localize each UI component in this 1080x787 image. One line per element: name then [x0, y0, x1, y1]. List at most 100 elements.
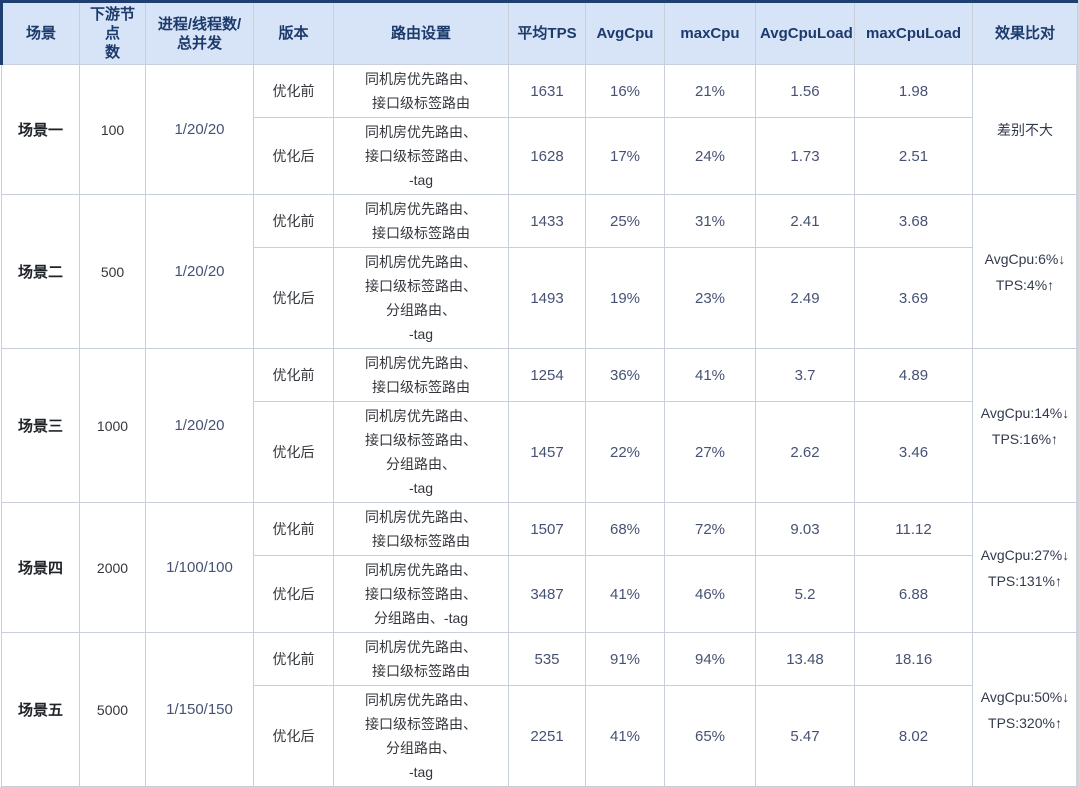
- row-scenario2-pre: 场景二 500 1/20/20 优化前 同机房优先路由、 接口级标签路由 143…: [1, 194, 1078, 349]
- version-cell: 优化后: [253, 555, 334, 633]
- header-maxcpuload: maxCpuLoad: [854, 0, 973, 65]
- effect-cell: 差别不大: [972, 64, 1078, 195]
- effect-cell: AvgCpu:27%↓ TPS:131%↑: [972, 502, 1078, 633]
- tps-cell: 1507: [508, 502, 586, 556]
- scenario-cell: 场景三: [1, 348, 80, 503]
- avgcpuload-cell: 1.56: [755, 64, 855, 118]
- table-header: 场景 下游节点 数 进程/线程数/ 总并发 版本 路由设置 平均TPS AvgC…: [0, 0, 1078, 65]
- avgcpu-cell: 41%: [585, 685, 665, 787]
- maxcpu-cell: 46%: [664, 555, 756, 633]
- header-effect: 效果比对: [972, 0, 1078, 65]
- maxcpu-cell: 65%: [664, 685, 756, 787]
- avgcpuload-cell: 3.7: [755, 348, 855, 402]
- effect-cell: AvgCpu:14%↓ TPS:16%↑: [972, 348, 1078, 503]
- version-cell: 优化前: [253, 64, 334, 118]
- avgcpuload-cell: 1.73: [755, 117, 855, 195]
- row-scenario3-post: 优化后 同机房优先路由、 接口级标签路由、 分组路由、 -tag 1457 22…: [2, 401, 1078, 503]
- header-row: 场景 下游节点 数 进程/线程数/ 总并发 版本 路由设置 平均TPS AvgC…: [0, 0, 1078, 65]
- avgcpu-cell: 41%: [585, 555, 665, 633]
- header-tps: 平均TPS: [508, 0, 586, 65]
- header-version: 版本: [253, 0, 334, 65]
- maxcpuload-cell: 18.16: [854, 632, 973, 686]
- header-avgcpu: AvgCpu: [585, 0, 665, 65]
- maxcpu-cell: 27%: [664, 401, 756, 503]
- header-scenario: 场景: [0, 0, 80, 65]
- avgcpu-cell: 22%: [585, 401, 665, 503]
- avgcpu-cell: 17%: [585, 117, 665, 195]
- version-cell: 优化后: [253, 401, 334, 503]
- version-cell: 优化前: [253, 194, 334, 248]
- scenario-cell: 场景二: [1, 194, 80, 349]
- effect-cell: AvgCpu:50%↓ TPS:320%↑: [972, 632, 1078, 787]
- maxcpu-cell: 94%: [664, 632, 756, 686]
- nodes-cell: 100: [79, 64, 146, 195]
- concurrency-cell: 1/100/100: [145, 502, 254, 633]
- header-routing: 路由设置: [333, 0, 509, 65]
- concurrency-cell: 1/20/20: [145, 348, 254, 503]
- maxcpuload-cell: 8.02: [854, 685, 973, 787]
- row-scenario3-pre: 场景三 1000 1/20/20 优化前 同机房优先路由、 接口级标签路由 12…: [1, 348, 1078, 503]
- maxcpuload-cell: 4.89: [854, 348, 973, 402]
- maxcpu-cell: 21%: [664, 64, 756, 118]
- tps-cell: 535: [508, 632, 586, 686]
- maxcpuload-cell: 11.12: [854, 502, 973, 556]
- tps-cell: 1433: [508, 194, 586, 248]
- avgcpu-cell: 16%: [585, 64, 665, 118]
- avgcpuload-cell: 13.48: [755, 632, 855, 686]
- routing-cell: 同机房优先路由、 接口级标签路由: [333, 348, 509, 402]
- header-concurrency: 进程/线程数/ 总并发: [145, 0, 254, 65]
- row-scenario4-post: 优化后 同机房优先路由、 接口级标签路由、 分组路由、-tag 3487 41%…: [2, 555, 1078, 633]
- row-scenario1-pre: 场景一 100 1/20/20 优化前 同机房优先路由、 接口级标签路由 163…: [1, 64, 1078, 195]
- concurrency-cell: 1/20/20: [145, 194, 254, 349]
- routing-cell: 同机房优先路由、 接口级标签路由: [333, 194, 509, 248]
- tps-cell: 3487: [508, 555, 586, 633]
- tps-cell: 1254: [508, 348, 586, 402]
- maxcpu-cell: 72%: [664, 502, 756, 556]
- avgcpuload-cell: 2.62: [755, 401, 855, 503]
- version-cell: 优化后: [253, 117, 334, 195]
- version-cell: 优化前: [253, 348, 334, 402]
- maxcpu-cell: 24%: [664, 117, 756, 195]
- avgcpu-cell: 91%: [585, 632, 665, 686]
- routing-cell: 同机房优先路由、 接口级标签路由、 分组路由、-tag: [333, 555, 509, 633]
- scenario-cell: 场景一: [1, 64, 80, 195]
- tps-cell: 1493: [508, 247, 586, 349]
- scenario-cell: 场景五: [1, 632, 80, 787]
- routing-cell: 同机房优先路由、 接口级标签路由: [333, 632, 509, 686]
- maxcpuload-cell: 3.46: [854, 401, 973, 503]
- avgcpuload-cell: 9.03: [755, 502, 855, 556]
- scenario-cell: 场景四: [1, 502, 80, 633]
- row-scenario4-pre: 场景四 2000 1/100/100 优化前 同机房优先路由、 接口级标签路由 …: [1, 502, 1078, 633]
- tps-cell: 1457: [508, 401, 586, 503]
- maxcpuload-cell: 3.69: [854, 247, 973, 349]
- routing-cell: 同机房优先路由、 接口级标签路由: [333, 64, 509, 118]
- header-nodes: 下游节点 数: [79, 0, 146, 65]
- header-avgcpuload: AvgCpuLoad: [755, 0, 855, 65]
- row-scenario1-post: 优化后 同机房优先路由、 接口级标签路由、 -tag 1628 17% 24% …: [2, 117, 1078, 195]
- nodes-cell: 2000: [79, 502, 146, 633]
- routing-cell: 同机房优先路由、 接口级标签路由、 分组路由、 -tag: [333, 247, 509, 349]
- avgcpu-cell: 36%: [585, 348, 665, 402]
- routing-cell: 同机房优先路由、 接口级标签路由、 -tag: [333, 117, 509, 195]
- maxcpuload-cell: 2.51: [854, 117, 973, 195]
- maxcpuload-cell: 6.88: [854, 555, 973, 633]
- effect-cell: AvgCpu:6%↓ TPS:4%↑: [972, 194, 1078, 349]
- avgcpuload-cell: 5.2: [755, 555, 855, 633]
- version-cell: 优化后: [253, 247, 334, 349]
- avgcpuload-cell: 2.49: [755, 247, 855, 349]
- concurrency-cell: 1/150/150: [145, 632, 254, 787]
- nodes-cell: 5000: [79, 632, 146, 787]
- header-maxcpu: maxCpu: [664, 0, 756, 65]
- nodes-cell: 1000: [79, 348, 146, 503]
- maxcpuload-cell: 1.98: [854, 64, 973, 118]
- nodes-cell: 500: [79, 194, 146, 349]
- maxcpuload-cell: 3.68: [854, 194, 973, 248]
- avgcpuload-cell: 5.47: [755, 685, 855, 787]
- version-cell: 优化后: [253, 685, 334, 787]
- row-scenario5-pre: 场景五 5000 1/150/150 优化前 同机房优先路由、 接口级标签路由 …: [1, 632, 1078, 787]
- routing-cell: 同机房优先路由、 接口级标签路由、 分组路由、 -tag: [333, 401, 509, 503]
- row-scenario2-post: 优化后 同机房优先路由、 接口级标签路由、 分组路由、 -tag 1493 19…: [2, 247, 1078, 349]
- tps-cell: 1631: [508, 64, 586, 118]
